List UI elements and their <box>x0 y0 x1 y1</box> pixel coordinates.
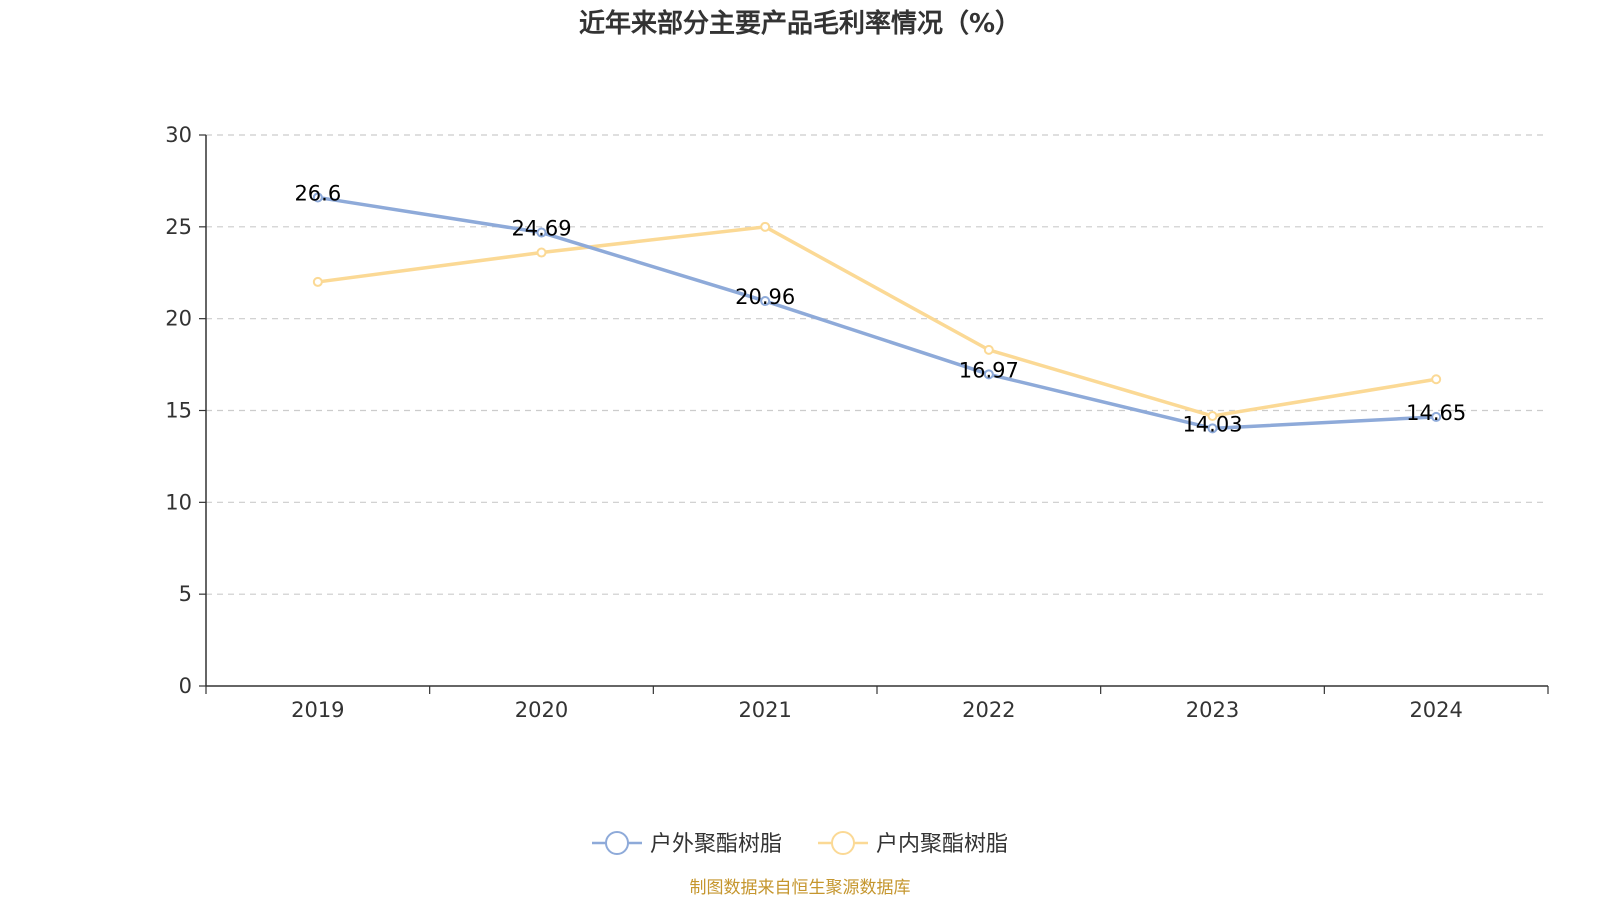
data-point <box>536 227 547 238</box>
legend[interactable]: 户外聚酯树脂 户内聚酯树脂 <box>592 831 1008 857</box>
data-labels: 26.6 24.69 20.96 16.97 14.03 14.65 <box>294 181 1466 436</box>
chart-title: 近年来部分主要产品毛利率情况（%） <box>579 8 1021 39</box>
y-tick-label: 15 <box>165 399 192 423</box>
x-tick-label: 2022 <box>962 698 1015 722</box>
series-lines <box>312 192 1442 434</box>
data-point <box>536 247 547 258</box>
legend-marker-icon <box>605 831 629 855</box>
y-tick-label: 20 <box>165 307 192 331</box>
data-point <box>312 192 323 203</box>
data-point <box>1207 423 1218 434</box>
data-point <box>1431 411 1442 422</box>
legend-item[interactable]: 户外聚酯树脂 <box>592 831 782 857</box>
data-label: 20.96 <box>735 285 795 309</box>
series-line <box>316 195 1438 431</box>
source-note: 制图数据来自恒生聚源数据库 <box>690 878 911 898</box>
y-tick-label: 30 <box>165 123 192 147</box>
data-label: 24.69 <box>511 217 571 241</box>
y-tick-label: 25 <box>165 215 192 239</box>
data-point <box>1207 411 1218 422</box>
axes: 0 5 10 15 20 25 30 2019 2020 2021 2022 2023 2024 <box>165 123 1549 722</box>
data-label: 14.65 <box>1406 401 1466 425</box>
legend-label: 户外聚酯树脂 <box>650 832 782 857</box>
grid-lines <box>206 134 1548 595</box>
series-line <box>316 225 1438 418</box>
data-label: 16.97 <box>959 358 1019 382</box>
data-label: 26.6 <box>294 181 341 205</box>
x-tick-label: 2019 <box>291 698 344 722</box>
data-point <box>760 296 771 307</box>
y-tick-label: 5 <box>179 582 192 606</box>
x-tick-label: 2024 <box>1409 698 1462 722</box>
data-point <box>983 369 994 380</box>
y-tick-label: 10 <box>165 490 192 514</box>
y-tick-label: 0 <box>179 674 192 698</box>
legend-item[interactable]: 户内聚酯树脂 <box>818 831 1008 857</box>
data-point <box>1431 374 1442 385</box>
legend-label: 户内聚酯树脂 <box>876 832 1008 857</box>
x-tick-label: 2020 <box>515 698 568 722</box>
x-tick-label: 2023 <box>1186 698 1239 722</box>
data-label: 14.03 <box>1182 412 1242 436</box>
data-point <box>312 276 323 287</box>
x-tick-label: 2021 <box>738 698 791 722</box>
legend-marker-icon <box>831 831 855 855</box>
data-point <box>760 221 771 232</box>
data-point <box>983 344 994 355</box>
